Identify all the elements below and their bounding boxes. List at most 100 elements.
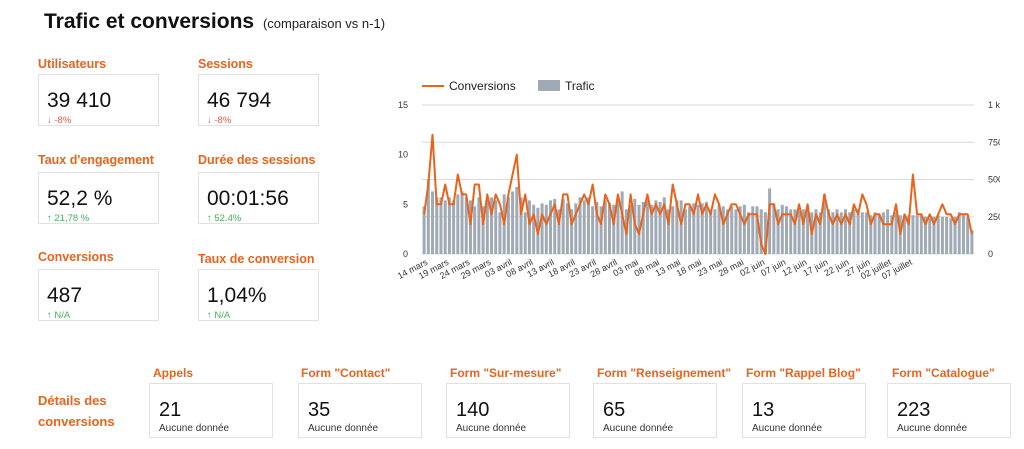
trafic-bar [843,209,847,254]
trafic-bar [481,206,485,254]
trafic-bar [688,206,692,254]
kpi-delta: ↓ -8% [47,115,71,126]
trafic-bar [869,215,873,254]
trafic-bar [515,186,519,254]
trafic-bar [742,204,746,254]
trafic-bar [662,197,666,254]
kpi-card-engagement: 52,2 % ↑ 21,78 % [38,172,159,224]
trafic-bar [797,210,801,254]
y-right-tick-label: 1 k [988,100,1000,110]
detail-value: 21 [159,399,182,421]
arrow-down-icon: ↓ [207,115,215,126]
page-title: Trafic et conversions (comparaison vs n-… [44,10,385,34]
trafic-bar [620,191,624,254]
trafic-bar [852,209,856,254]
trafic-bar [511,191,515,254]
trafic-bar [683,209,687,254]
trafic-bar [464,197,468,254]
detail-card-renseignement: 65 Aucune donnée [593,383,717,438]
trafic-bar [725,209,730,254]
trafic-bar [814,209,818,254]
arrow-up-icon: ↑ [47,213,55,224]
trafic-bar [953,216,957,254]
trafic-bar [772,203,776,254]
kpi-value: 46 794 [207,89,272,112]
detail-card-rappel-blog: 13 Aucune donnée [742,383,866,438]
trafic-bar [970,230,974,254]
trafic-bar [578,197,582,254]
kpi-value: 487 [47,284,83,307]
kpi-delta: ↑ 21,78 % [47,213,89,224]
y-left-tick-label: 10 [398,150,408,160]
trafic-bar [485,200,489,254]
detail-card-appels: 21 Aucune donnée [149,383,273,438]
trafic-bar [650,204,654,254]
trafic-bar [818,212,822,254]
detail-value: 223 [897,399,931,421]
trafic-bar [595,201,599,254]
trafic-bar [666,209,671,254]
kpi-label-engagement: Taux d'engagement [38,153,154,167]
legend-label-conversions: Conversions [449,79,516,93]
trafic-bar [527,200,531,254]
kpi-delta-text: -8% [54,115,72,126]
detail-value: 13 [752,399,775,421]
trafic-bar [426,179,430,254]
detail-label-contact: Form "Contact" [301,366,391,380]
y-right-tick-label: 0 [988,249,993,259]
kpi-label-taux-conversion: Taux de conversion [198,252,315,266]
y-right-tick-label: 750 [988,137,1000,147]
kpi-delta-text: -8% [214,115,232,126]
trafic-bar [544,204,548,254]
trafic-bar [827,209,831,254]
trafic-bar [763,212,767,254]
y-left-tick-label: 0 [403,249,408,259]
trafic-bar [658,201,662,254]
kpi-card-taux-conversion: 1,04% ↑ N/A [198,269,319,321]
trafic-bar [498,212,502,254]
trafic-bar [831,212,835,254]
trafic-bar [717,204,721,254]
detail-card-contact: 35 Aucune donnée [298,383,422,438]
legend-swatch-trafic [538,80,560,91]
trafic-bar [915,215,919,254]
trafic-bar [919,215,923,254]
trafic-bar [713,209,717,254]
trafic-bar [932,216,936,254]
trafic-bar [957,212,961,254]
trafic-bar [553,198,557,254]
detail-card-catalogue: 223 Aucune donnée [887,383,1011,438]
trafic-bar [654,200,658,254]
trafic-bar [696,204,700,254]
detail-label-renseignement: Form "Renseignement" [597,366,732,380]
trafic-bar [506,197,510,254]
trafic-bar [924,216,928,254]
arrow-up-icon: ↑ [207,310,215,321]
kpi-delta: ↑ 52.4% [207,213,241,224]
y-left-tick-label: 5 [403,199,408,209]
trafic-bar [603,200,607,254]
kpi-value: 00:01:56 [207,187,289,210]
y-right-tick-label: 500 [988,175,1000,185]
details-title: Détails des conversions [38,390,115,432]
trafic-bar [940,216,944,254]
trafic-bar [839,212,843,254]
trafic-bar [612,204,616,254]
detail-label-catalogue: Form "Catalogue" [892,366,995,380]
trafic-bar [721,206,725,254]
trafic-bar [477,197,481,254]
kpi-label-duree-sessions: Durée des sessions [198,153,316,167]
kpi-card-conversions: 487 ↑ N/A [38,269,159,321]
trafic-bar [835,209,839,254]
detail-value: 35 [308,399,331,421]
trafic-bar [949,218,953,254]
y-right-tick-label: 250 [988,212,1000,222]
trafic-bar [435,197,439,254]
kpi-delta-text: N/A [214,310,231,321]
trafic-bar [789,209,793,254]
trafic-bar [675,200,679,254]
y-axis-right: 0 250 500 750 1 k [988,100,1000,259]
trafic-bar [877,213,881,254]
trafic-bar [780,204,784,254]
